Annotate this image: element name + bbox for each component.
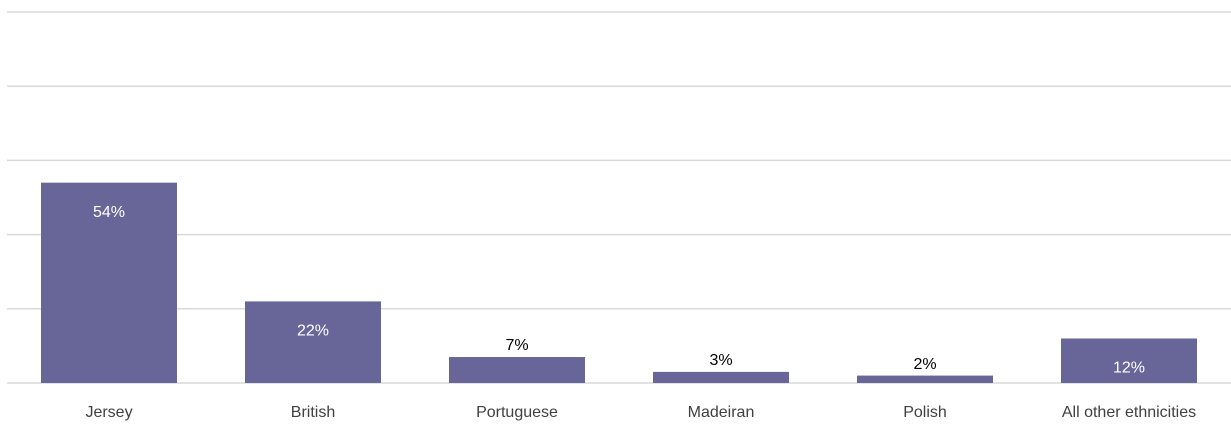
x-tick-label: British xyxy=(291,404,335,421)
x-tick-label: Jersey xyxy=(85,404,132,421)
data-label: 54% xyxy=(93,204,125,221)
bar xyxy=(1061,338,1197,383)
bar xyxy=(41,182,177,383)
bar xyxy=(653,371,789,383)
data-label: 12% xyxy=(1113,360,1145,377)
x-tick-label: Polish xyxy=(903,404,947,421)
x-tick-label: Portuguese xyxy=(476,404,558,421)
data-label: 22% xyxy=(297,323,329,340)
bar xyxy=(857,375,993,383)
x-tick-label: Madeiran xyxy=(688,404,755,421)
data-label: 2% xyxy=(913,356,936,373)
data-label: 7% xyxy=(505,337,528,354)
bar xyxy=(245,301,381,383)
data-label: 3% xyxy=(709,352,732,369)
x-tick-label: All other ethnicities xyxy=(1062,404,1196,421)
bar xyxy=(449,357,585,383)
